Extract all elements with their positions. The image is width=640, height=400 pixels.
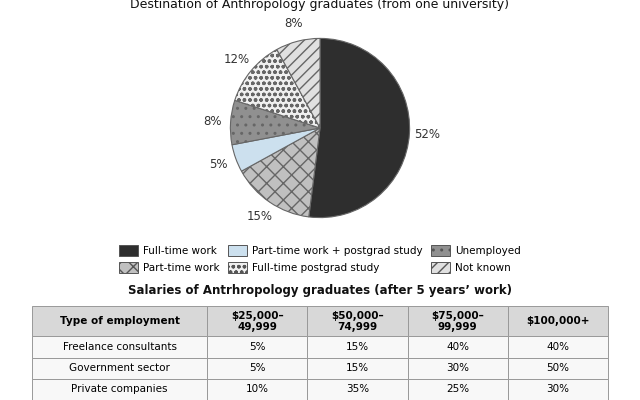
Text: Salaries of Antrhropology graduates (after 5 years’ work): Salaries of Antrhropology graduates (aft… [128,284,512,297]
Title: Destination of Anthropology graduates (from one university): Destination of Anthropology graduates (f… [131,0,509,11]
Wedge shape [235,50,320,128]
Legend: Full-time work, Part-time work, Part-time work + postgrad study, Full-time postg: Full-time work, Part-time work, Part-tim… [119,245,521,273]
Text: 5%: 5% [209,158,228,171]
Wedge shape [232,128,320,171]
Wedge shape [308,38,410,218]
Text: 12%: 12% [224,53,250,66]
Text: 52%: 52% [414,128,440,141]
Text: 8%: 8% [204,115,222,128]
Text: 15%: 15% [246,210,273,224]
Wedge shape [241,128,320,217]
Text: 8%: 8% [284,17,303,30]
Wedge shape [277,38,320,128]
Wedge shape [230,100,320,145]
